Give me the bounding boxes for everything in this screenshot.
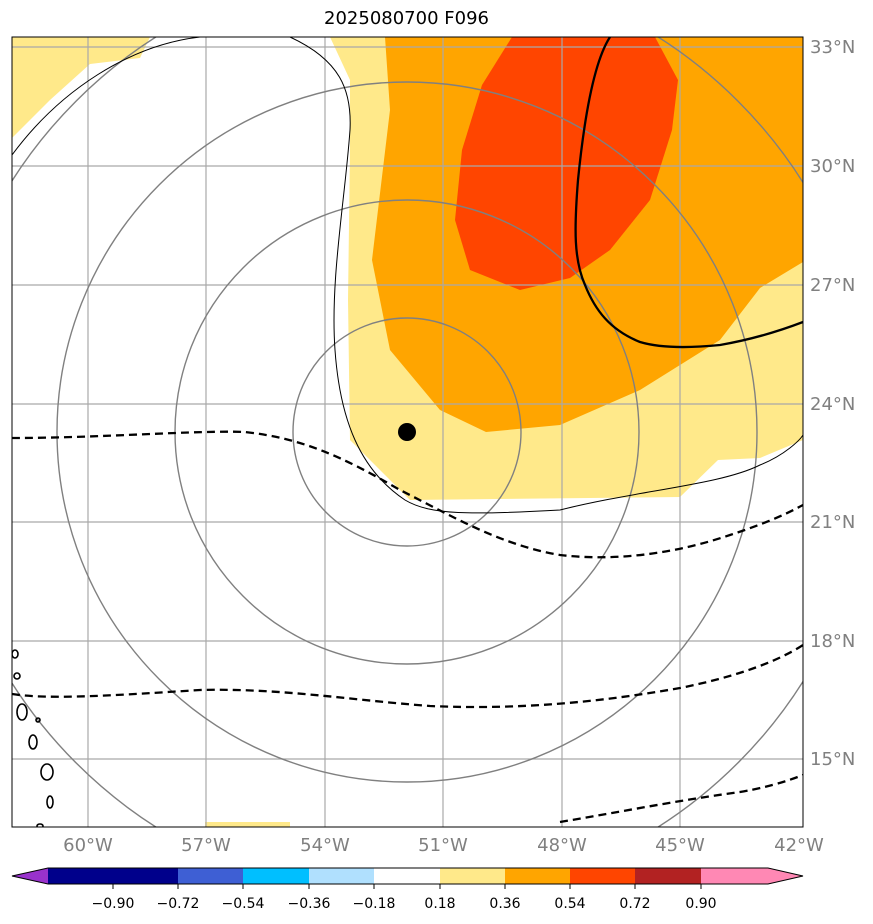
shaded-region-red bbox=[455, 37, 678, 290]
colorbar-label: 0.36 bbox=[489, 896, 520, 912]
lon-label-42w: 42°W bbox=[774, 835, 824, 856]
colorbar-segment bbox=[701, 868, 768, 884]
colorbar: −0.90 −0.72 −0.54 −0.36 −0.18 0.18 0.36 … bbox=[11, 867, 804, 912]
island-coastlines bbox=[12, 649, 54, 827]
colorbar-label: 0.90 bbox=[685, 896, 716, 912]
colorbar-ticks bbox=[112, 884, 702, 889]
colorbar-segment bbox=[113, 868, 178, 884]
thin-contour bbox=[12, 37, 803, 514]
lat-label-15n: 15°N bbox=[810, 749, 855, 770]
lon-label-45w: 45°W bbox=[655, 835, 705, 856]
map-frame bbox=[11, 36, 804, 828]
latitude-labels: 33°N 30°N 27°N 24°N 21°N 18°N 15°N bbox=[810, 37, 855, 770]
shaded-region-light bbox=[12, 37, 150, 138]
colorbar-segment bbox=[635, 868, 701, 884]
colorbar-label: 0.18 bbox=[424, 896, 455, 912]
lat-label-30n: 30°N bbox=[810, 156, 855, 177]
lat-label-24n: 24°N bbox=[810, 394, 855, 415]
lat-label-18n: 18°N bbox=[810, 631, 855, 652]
lat-label-33n: 33°N bbox=[810, 37, 855, 58]
lat-label-27n: 27°N bbox=[810, 275, 855, 296]
lat-label-21n: 21°N bbox=[810, 512, 855, 533]
map-panel bbox=[12, 37, 803, 827]
longitude-labels: 60°W 57°W 54°W 51°W 48°W 45°W 42°W bbox=[63, 835, 824, 856]
colorbar-under-arrow bbox=[12, 868, 48, 884]
colorbar-label: 0.72 bbox=[619, 896, 650, 912]
colorbar-label: −0.54 bbox=[222, 896, 265, 912]
lon-label-51w: 51°W bbox=[418, 835, 468, 856]
colorbar-outline bbox=[11, 867, 804, 885]
colorbar-segment bbox=[570, 868, 635, 884]
lon-label-54w: 54°W bbox=[300, 835, 350, 856]
lon-label-60w: 60°W bbox=[63, 835, 113, 856]
colorbar-segment bbox=[505, 868, 570, 884]
storm-center-marker bbox=[398, 423, 416, 441]
colorbar-label: −0.36 bbox=[288, 896, 331, 912]
colorbar-segment bbox=[309, 868, 374, 884]
colorbar-label: 0.54 bbox=[554, 896, 585, 912]
colorbar-label: −0.72 bbox=[157, 896, 200, 912]
colorbar-segment bbox=[48, 868, 113, 884]
dashed-contours bbox=[12, 430, 803, 824]
thick-contour bbox=[574, 37, 803, 349]
colorbar-segment bbox=[440, 868, 505, 884]
colorbar-segment bbox=[178, 868, 243, 884]
colorbar-label: −0.90 bbox=[92, 896, 135, 912]
colorbar-segment bbox=[374, 868, 440, 884]
colorbar-over-arrow bbox=[768, 868, 803, 884]
colorbar-segment bbox=[243, 868, 309, 884]
colorbar-label: −0.18 bbox=[353, 896, 396, 912]
map-title: 2025080700 F096 bbox=[324, 8, 489, 29]
lon-label-57w: 57°W bbox=[181, 835, 231, 856]
lon-label-48w: 48°W bbox=[537, 835, 587, 856]
shaded-region-light bbox=[205, 822, 290, 827]
